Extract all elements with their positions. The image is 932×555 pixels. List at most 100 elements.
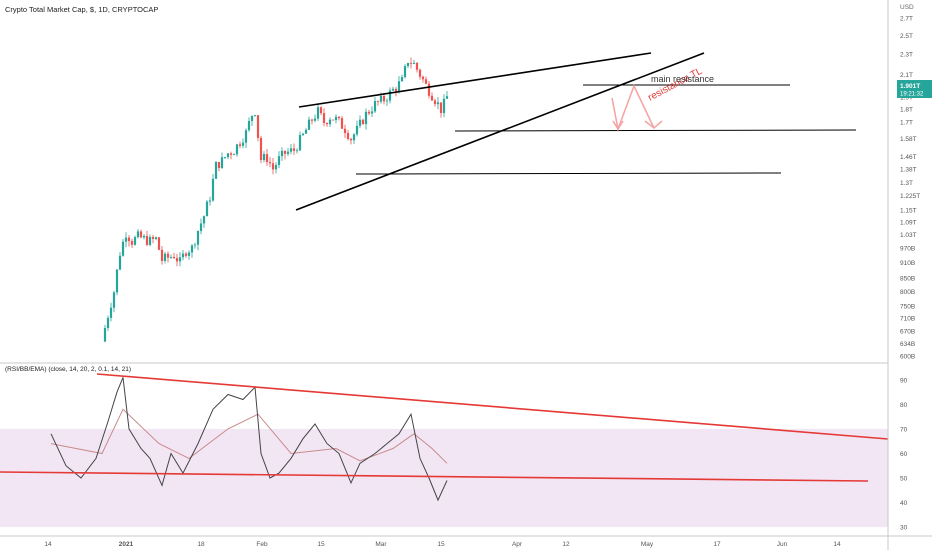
- candle-body: [397, 81, 401, 92]
- candle-body: [106, 317, 110, 328]
- candle-body: [130, 241, 134, 245]
- rsi-tick-label: 70: [900, 426, 908, 433]
- candle-body: [343, 128, 347, 134]
- candle-body: [421, 76, 425, 80]
- price-badge: [897, 80, 932, 98]
- candle-body: [319, 107, 323, 114]
- price-tick-label: 1.15T: [900, 207, 917, 214]
- candle-body: [175, 258, 179, 262]
- candle-body: [127, 237, 131, 242]
- candle-body: [199, 223, 203, 231]
- time-tick-label: 2021: [119, 541, 134, 548]
- time-tick-label: Apr: [512, 541, 523, 548]
- candle-body: [184, 253, 188, 256]
- candle-body: [331, 119, 335, 121]
- candle-body: [334, 116, 338, 121]
- candle-body: [358, 119, 362, 126]
- candle-body: [229, 153, 233, 155]
- candle-body: [313, 118, 317, 121]
- price-tick-label: 1.9T: [900, 95, 913, 102]
- candle-body: [400, 77, 404, 82]
- candle-body: [196, 230, 200, 245]
- candle-body: [328, 119, 332, 125]
- candle-body: [391, 88, 395, 91]
- candle-body: [283, 150, 287, 154]
- candle-body: [379, 95, 383, 102]
- time-tick-label: Mar: [375, 541, 387, 548]
- candle-body: [262, 154, 266, 161]
- projection-arrow: [611, 83, 655, 132]
- candle-body: [415, 62, 419, 70]
- candle-body: [280, 150, 284, 157]
- candle-body: [361, 119, 365, 125]
- candle-body: [145, 235, 149, 245]
- rsi-tick-label: 40: [900, 500, 908, 507]
- candle-body: [364, 111, 368, 125]
- candle-body: [370, 111, 374, 114]
- price-tick-label: 2.1T: [900, 72, 913, 79]
- lower-support-level: [355, 172, 782, 175]
- candle-body: [274, 165, 278, 170]
- candle-body: [436, 102, 440, 105]
- price-tick-label: 1.03T: [900, 232, 917, 239]
- candle-body: [250, 115, 254, 121]
- candle-body: [157, 237, 161, 250]
- price-tick-label: 670B: [900, 329, 915, 336]
- time-tick-label: 15: [437, 541, 445, 548]
- candle-body: [352, 134, 356, 141]
- candle-body: [160, 249, 164, 261]
- candle-body: [172, 256, 176, 259]
- price-tick-label: 600B: [900, 354, 915, 361]
- trendlines-layer: [295, 52, 857, 211]
- rsi-tick-label: 80: [900, 402, 908, 409]
- rsi-tick-label: 60: [900, 451, 908, 458]
- candle-body: [265, 154, 269, 163]
- candle-body: [148, 236, 152, 245]
- candle-body: [286, 151, 290, 154]
- candle-body: [154, 237, 158, 239]
- candle-body: [346, 133, 350, 139]
- candle-body: [373, 101, 377, 112]
- candle-body: [325, 123, 329, 125]
- rsi-line: [50, 377, 448, 502]
- candle-body: [223, 157, 227, 158]
- candle-body: [430, 95, 434, 101]
- candle-body: [403, 66, 407, 78]
- candle-body: [292, 148, 296, 151]
- price-tick-label: 1.8T: [900, 107, 913, 114]
- time-tick-label: 12: [562, 541, 570, 548]
- candle-body: [235, 144, 239, 155]
- candle-body: [121, 241, 125, 256]
- currency-label: USD: [900, 4, 914, 11]
- candles-layer: [103, 57, 449, 343]
- candle-body: [367, 111, 371, 114]
- rsi-tick-label: 50: [900, 476, 908, 483]
- rsi-tick-label: 30: [900, 525, 908, 532]
- candle-body: [445, 96, 449, 99]
- candle-body: [349, 138, 353, 141]
- candle-body: [112, 292, 116, 308]
- candle-body: [115, 269, 119, 293]
- candle-body: [340, 118, 344, 129]
- rsi-tick-label: 90: [900, 377, 908, 384]
- candle-body: [241, 142, 245, 146]
- candle-body: [247, 120, 251, 131]
- candle-body: [202, 216, 206, 224]
- candle-body: [181, 253, 185, 258]
- candle-body: [226, 153, 230, 158]
- time-tick-label: 15: [317, 541, 325, 548]
- arrow-head: [644, 120, 663, 130]
- candle-body: [124, 237, 128, 242]
- rsi-layer: [0, 373, 889, 502]
- candle-body: [217, 162, 221, 169]
- candle-body: [133, 237, 137, 245]
- price-tick-label: 2.3T: [900, 52, 913, 59]
- candle-body: [355, 125, 359, 135]
- time-tick-label: 18: [197, 541, 205, 548]
- upper-channel-line: [298, 52, 652, 108]
- price-tick-label: 634B: [900, 341, 915, 348]
- price-tick-label: 2.5T: [900, 33, 913, 40]
- candle-body: [214, 162, 218, 179]
